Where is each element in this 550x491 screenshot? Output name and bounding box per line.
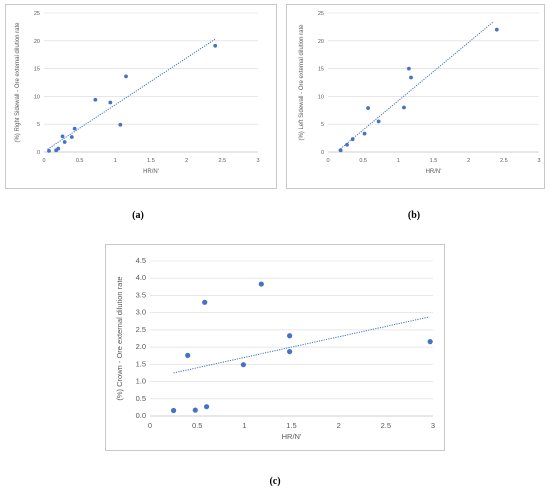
y-tick-label: 25 (318, 11, 324, 17)
y-tick-label: 5 (321, 122, 324, 128)
y-tick-label: 1.0 (136, 377, 146, 386)
x-tick-label: 2.5 (381, 421, 391, 430)
x-tick-label: 1.5 (147, 158, 155, 164)
data-point (366, 106, 370, 110)
y-tick-label: 20 (318, 39, 324, 45)
scatter-chart-a: 0 5 10 15 20 25 0 0.5 1 1.5 2 2.5 3 HR/N' (%) Right Si… (15, 11, 260, 175)
y-tick-label: 1.5 (136, 359, 146, 368)
x-tick-label: 3 (256, 158, 259, 164)
y-axis-title: (%) Crown - Ore external dilution rate (115, 276, 124, 400)
x-tick-label: 1 (397, 158, 400, 164)
y-tick-label: 0.5 (136, 394, 146, 403)
chart-panel-a: 0 5 10 15 20 25 0 0.5 1 1.5 2 2.5 3 HR/N' (%) Right Si… (5, 4, 277, 189)
data-point (402, 105, 406, 110)
scatter-chart-b: 0 5 10 15 20 25 0 0.5 1 1.5 2 2.5 3 HR/N' (%) Left Sid… (299, 11, 541, 175)
chart-panel-c: 0.0 0.5 1.0 1.5 2.0 2.5 3.0 3.5 4.0 4.5 0 0.5 1 1.5 2 2… (105, 244, 445, 451)
data-point (62, 140, 67, 144)
data-point (56, 146, 61, 151)
y-tick-label: 25 (34, 11, 40, 17)
x-tick-label: 2 (185, 158, 188, 164)
data-point (118, 122, 123, 127)
data-point (350, 137, 355, 142)
data-point (47, 148, 51, 153)
data-point (427, 339, 433, 345)
data-point (192, 407, 198, 413)
y-tick-label: 20 (34, 39, 40, 45)
y-tick-label: 4.5 (136, 256, 146, 265)
x-tick-label: 2.5 (500, 158, 508, 164)
data-point (287, 348, 293, 355)
y-tick-label: 5 (37, 122, 40, 128)
scatter-chart-c: 0.0 0.5 1.0 1.5 2.0 2.5 3.0 3.5 4.0 4.5 0 0.5 1 1.5 2 2… (115, 256, 435, 441)
x-tick-label: 3 (431, 421, 435, 430)
data-point (204, 404, 210, 410)
data-point (60, 134, 65, 139)
y-axis-title: (%) Right Sidewall - Ore external diluti… (15, 22, 21, 143)
x-tick-label: 0.5 (359, 158, 367, 164)
data-point (202, 299, 208, 305)
data-point (240, 362, 246, 368)
caption-c: (c) (269, 476, 281, 487)
data-point (108, 100, 113, 105)
y-tick-label: 0 (321, 150, 324, 156)
data-point (185, 352, 191, 358)
chart-panel-b: 0 5 10 15 20 25 0 0.5 1 1.5 2 2.5 3 HR/N' (%) Left Sid… (286, 4, 545, 189)
data-point (93, 97, 98, 102)
y-tick-label: 0 (37, 150, 40, 156)
y-tick-label: 15 (318, 67, 324, 73)
y-tick-label: 4.0 (136, 273, 146, 282)
y-tick-label: 2.5 (136, 325, 146, 334)
data-point (338, 148, 343, 153)
trendline (47, 38, 216, 150)
y-tick-label: 0.0 (136, 411, 146, 420)
y-tick-label: 2.0 (136, 342, 146, 351)
y-tick-label: 10 (34, 94, 40, 100)
x-tick-label: 1 (242, 421, 246, 430)
y-tick-label: 15 (34, 67, 40, 73)
data-point (72, 126, 77, 131)
data-point (124, 74, 128, 79)
trendline (338, 21, 494, 151)
data-point (406, 66, 411, 71)
x-tick-label: 2 (467, 158, 470, 164)
x-axis-title: HR/N' (143, 169, 159, 175)
x-tick-label: 1 (114, 158, 117, 164)
x-tick-label: 0.5 (192, 421, 202, 430)
y-tick-label: 3.5 (136, 290, 146, 299)
data-point (409, 75, 413, 80)
x-tick-label: 1.5 (286, 421, 296, 430)
caption-a: (a) (132, 210, 144, 221)
y-tick-label: 3.0 (136, 308, 146, 317)
x-tick-label: 2 (337, 421, 341, 430)
x-tick-label: 2.5 (219, 158, 227, 164)
y-tick-label: 10 (318, 94, 324, 100)
data-point (213, 43, 218, 48)
caption-b: (b) (407, 210, 421, 221)
data-point (287, 333, 293, 339)
data-point (345, 142, 349, 147)
x-axis-title: HR/N' (426, 169, 442, 175)
x-tick-label: 0 (326, 158, 329, 164)
data-point (69, 135, 74, 139)
x-tick-label: 0 (148, 421, 152, 430)
data-point (376, 119, 381, 124)
data-point (258, 281, 264, 287)
data-point (494, 27, 499, 32)
data-point (362, 131, 367, 136)
data-point (170, 407, 177, 414)
x-tick-label: 3 (537, 158, 540, 164)
x-tick-label: 1.5 (430, 158, 438, 164)
y-axis-title: (%) Left Sidewall - Ore external dilutio… (299, 24, 305, 141)
x-axis-title: HR/N' (282, 432, 302, 441)
x-tick-label: 0.5 (76, 158, 84, 164)
trendline (173, 316, 429, 374)
x-tick-label: 0 (42, 158, 45, 164)
